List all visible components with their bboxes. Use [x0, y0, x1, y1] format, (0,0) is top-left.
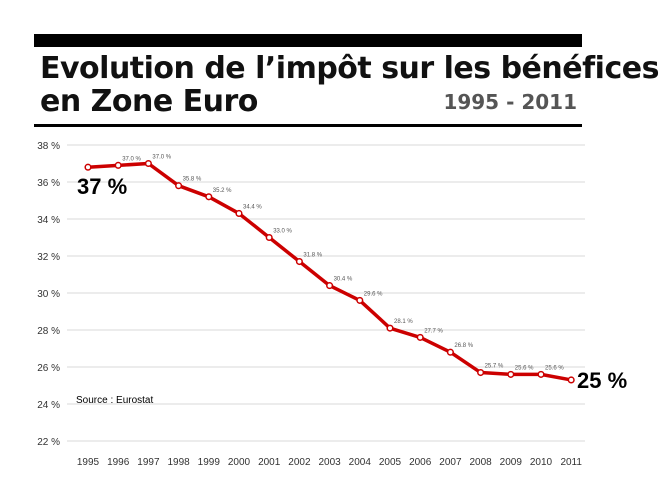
y-tick-label: 28 % [37, 326, 60, 337]
data-point [477, 369, 485, 377]
data-point [386, 324, 394, 332]
data-point [326, 282, 334, 290]
title-line-1: Evolution de l’impôt sur les bénéfices [40, 51, 659, 86]
y-tick-label: 32 % [37, 252, 60, 263]
data-label: 35.2 % [213, 188, 232, 194]
x-tick-label: 2009 [500, 457, 523, 468]
chart-title: Evolution de l’impôt sur les bénéfices e… [40, 52, 659, 118]
y-tick-label: 36 % [37, 178, 60, 189]
x-tick-label: 2006 [409, 457, 432, 468]
x-tick-label: 2001 [258, 457, 281, 468]
end-value-annotation: 25 % [577, 368, 627, 393]
y-tick-label: 34 % [37, 215, 60, 226]
data-label: 25.6 % [515, 365, 534, 371]
data-label: 27.7 % [424, 328, 443, 334]
top-black-bar [34, 34, 582, 47]
data-point [356, 296, 364, 304]
data-point [114, 161, 122, 169]
data-label: 37.0 % [122, 156, 141, 162]
data-point [205, 193, 213, 201]
x-tick-label: 2010 [530, 457, 553, 468]
x-tick-label: 2000 [228, 457, 251, 468]
x-tick-label: 2002 [288, 457, 311, 468]
data-point [144, 159, 152, 168]
y-tick-label: 24 % [37, 400, 60, 411]
x-tick-label: 1998 [167, 457, 190, 468]
data-label: 33.0 % [273, 229, 292, 235]
source-note: Source : Eurostat [76, 395, 153, 406]
data-label: 35.8 % [183, 177, 202, 183]
x-tick-label: 2005 [379, 457, 402, 468]
x-tick-label: 2004 [349, 457, 372, 468]
x-tick-label: 1999 [198, 457, 221, 468]
period-label: 1995 - 2011 [443, 90, 577, 114]
y-tick-label: 30 % [37, 289, 60, 300]
data-label: 25.6 % [545, 365, 564, 371]
x-tick-label: 2008 [469, 457, 492, 468]
data-point [567, 376, 575, 384]
data-label: 26.8 % [454, 343, 473, 349]
data-point [175, 182, 183, 190]
start-value-annotation: 37 % [77, 174, 127, 199]
y-tick-label: 22 % [37, 437, 60, 448]
data-point [416, 333, 424, 341]
x-tick-label: 1996 [107, 457, 130, 468]
data-label: 25.7 % [485, 364, 504, 370]
data-point [265, 233, 273, 242]
data-label: 30.4 % [334, 277, 353, 283]
data-label: 29.6 % [364, 291, 383, 297]
y-tick-label: 38 % [37, 141, 60, 152]
series-line [87, 161, 572, 382]
data-point [446, 348, 454, 356]
data-point [295, 258, 303, 266]
data-label: 34.4 % [243, 204, 262, 210]
x-tick-label: 2011 [560, 457, 582, 468]
title-line-2: en Zone Euro [40, 84, 258, 119]
data-point [84, 163, 92, 171]
data-label: 37.0 % [152, 155, 171, 161]
data-label: 28.1 % [394, 319, 413, 325]
data-label: 31.8 % [303, 253, 322, 259]
x-tick-label: 1997 [137, 457, 160, 468]
x-tick-label: 2007 [439, 457, 462, 468]
x-tick-label: 2003 [318, 457, 341, 468]
data-point [537, 370, 545, 378]
x-tick-label: 1995 [77, 457, 100, 468]
data-point [235, 209, 243, 217]
data-point [507, 370, 515, 378]
y-tick-label: 26 % [37, 363, 60, 374]
title-rule [34, 124, 582, 127]
